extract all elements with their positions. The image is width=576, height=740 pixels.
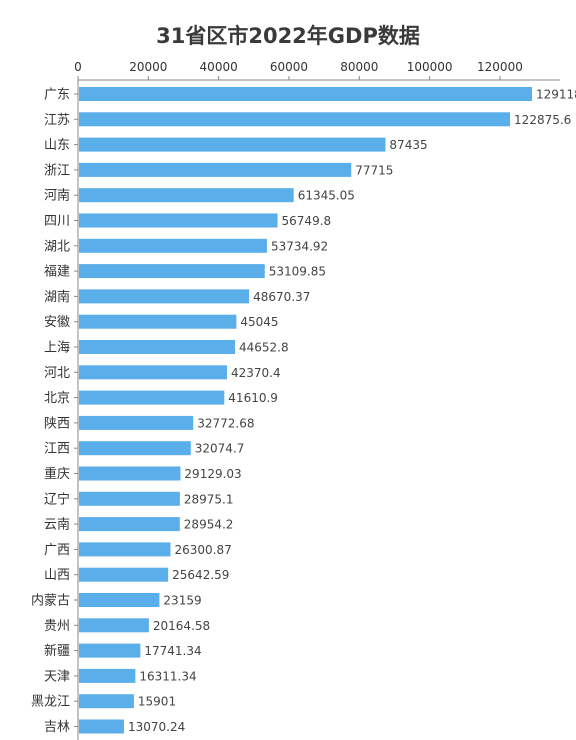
category-label: 贵州 <box>44 619 70 634</box>
bar <box>79 668 136 683</box>
category-label: 河南 <box>44 188 70 204</box>
value-label: 13070.24 <box>128 720 185 734</box>
category-label: 江西 <box>44 442 70 457</box>
value-label: 42370.4 <box>231 366 281 380</box>
x-tick-label: 80000 <box>340 60 378 74</box>
bar <box>79 618 149 633</box>
value-label: 77715 <box>355 163 393 177</box>
bar <box>79 491 180 506</box>
bar <box>79 466 181 481</box>
value-label: 20164.58 <box>153 619 210 633</box>
value-label: 53109.85 <box>269 265 326 279</box>
value-label: 87435 <box>389 138 427 152</box>
bar <box>79 719 124 734</box>
category-label: 内蒙古 <box>31 593 70 609</box>
category-label: 安徽 <box>44 315 70 330</box>
x-tick-label: 100000 <box>407 60 453 74</box>
category-label: 新疆 <box>44 643 70 659</box>
bar <box>79 213 278 228</box>
value-label: 129118 <box>536 88 576 102</box>
bar <box>79 289 250 304</box>
category-label: 山东 <box>44 138 70 153</box>
x-tick-label: 60000 <box>270 60 308 74</box>
value-label: 28954.2 <box>184 518 234 532</box>
bar <box>79 365 227 380</box>
value-label: 45045 <box>240 315 278 329</box>
category-label: 广东 <box>44 88 70 103</box>
value-label: 25642.59 <box>172 568 229 582</box>
bar <box>79 567 169 582</box>
value-label: 53734.92 <box>271 239 328 253</box>
x-tick-label: 20000 <box>129 60 167 74</box>
category-label: 福建 <box>44 265 70 280</box>
value-label: 41610.9 <box>228 391 278 405</box>
category-label: 辽宁 <box>44 491 70 507</box>
value-label: 61345.05 <box>298 189 355 203</box>
bar <box>79 162 352 177</box>
value-label: 16311.34 <box>139 669 196 683</box>
x-tick-label: 40000 <box>200 60 238 74</box>
value-label: 56749.8 <box>282 214 332 228</box>
bar <box>79 314 237 329</box>
category-label: 广西 <box>44 543 70 558</box>
bar <box>79 593 160 607</box>
category-label: 浙江 <box>44 163 70 178</box>
value-label: 32074.7 <box>195 442 245 456</box>
value-label: 26300.87 <box>174 543 231 557</box>
category-label: 湖北 <box>44 239 70 254</box>
bar <box>79 517 180 532</box>
bar <box>79 643 141 658</box>
value-label: 15901 <box>138 695 176 709</box>
bar <box>79 188 294 203</box>
bar <box>79 137 386 152</box>
category-label: 黑龙江 <box>31 695 70 710</box>
category-label: 江苏 <box>44 112 70 128</box>
category-label: 湖南 <box>44 289 70 305</box>
category-label: 上海 <box>44 341 70 356</box>
category-label: 北京 <box>44 391 70 406</box>
category-label: 河北 <box>44 366 70 381</box>
value-label: 28975.1 <box>184 492 234 506</box>
value-label: 48670.37 <box>253 290 310 304</box>
value-label: 32772.68 <box>197 416 254 430</box>
bar <box>79 415 194 430</box>
category-label: 天津 <box>44 669 70 684</box>
bar <box>79 238 267 253</box>
bar <box>79 264 265 279</box>
bar <box>79 441 191 456</box>
chart-title: 31省区市2022年GDP数据 <box>156 24 420 48</box>
value-label: 29129.03 <box>184 467 241 481</box>
value-label: 23159 <box>163 594 201 608</box>
category-label: 云南 <box>44 517 70 533</box>
bar <box>79 542 171 557</box>
x-tick-label: 120000 <box>477 60 523 74</box>
category-label: 吉林 <box>44 720 70 735</box>
category-label: 陕西 <box>44 416 70 431</box>
bar <box>79 112 511 127</box>
value-label: 44652.8 <box>239 341 289 355</box>
value-label: 122875.6 <box>514 113 571 127</box>
bar <box>79 87 532 101</box>
category-label: 四川 <box>44 214 70 229</box>
bar <box>79 340 236 354</box>
value-label: 17741.34 <box>144 644 201 658</box>
bar <box>79 694 134 709</box>
bar <box>79 390 225 405</box>
category-label: 重庆 <box>44 466 70 482</box>
category-label: 山西 <box>44 568 70 583</box>
x-tick-label: 0 <box>74 60 82 74</box>
